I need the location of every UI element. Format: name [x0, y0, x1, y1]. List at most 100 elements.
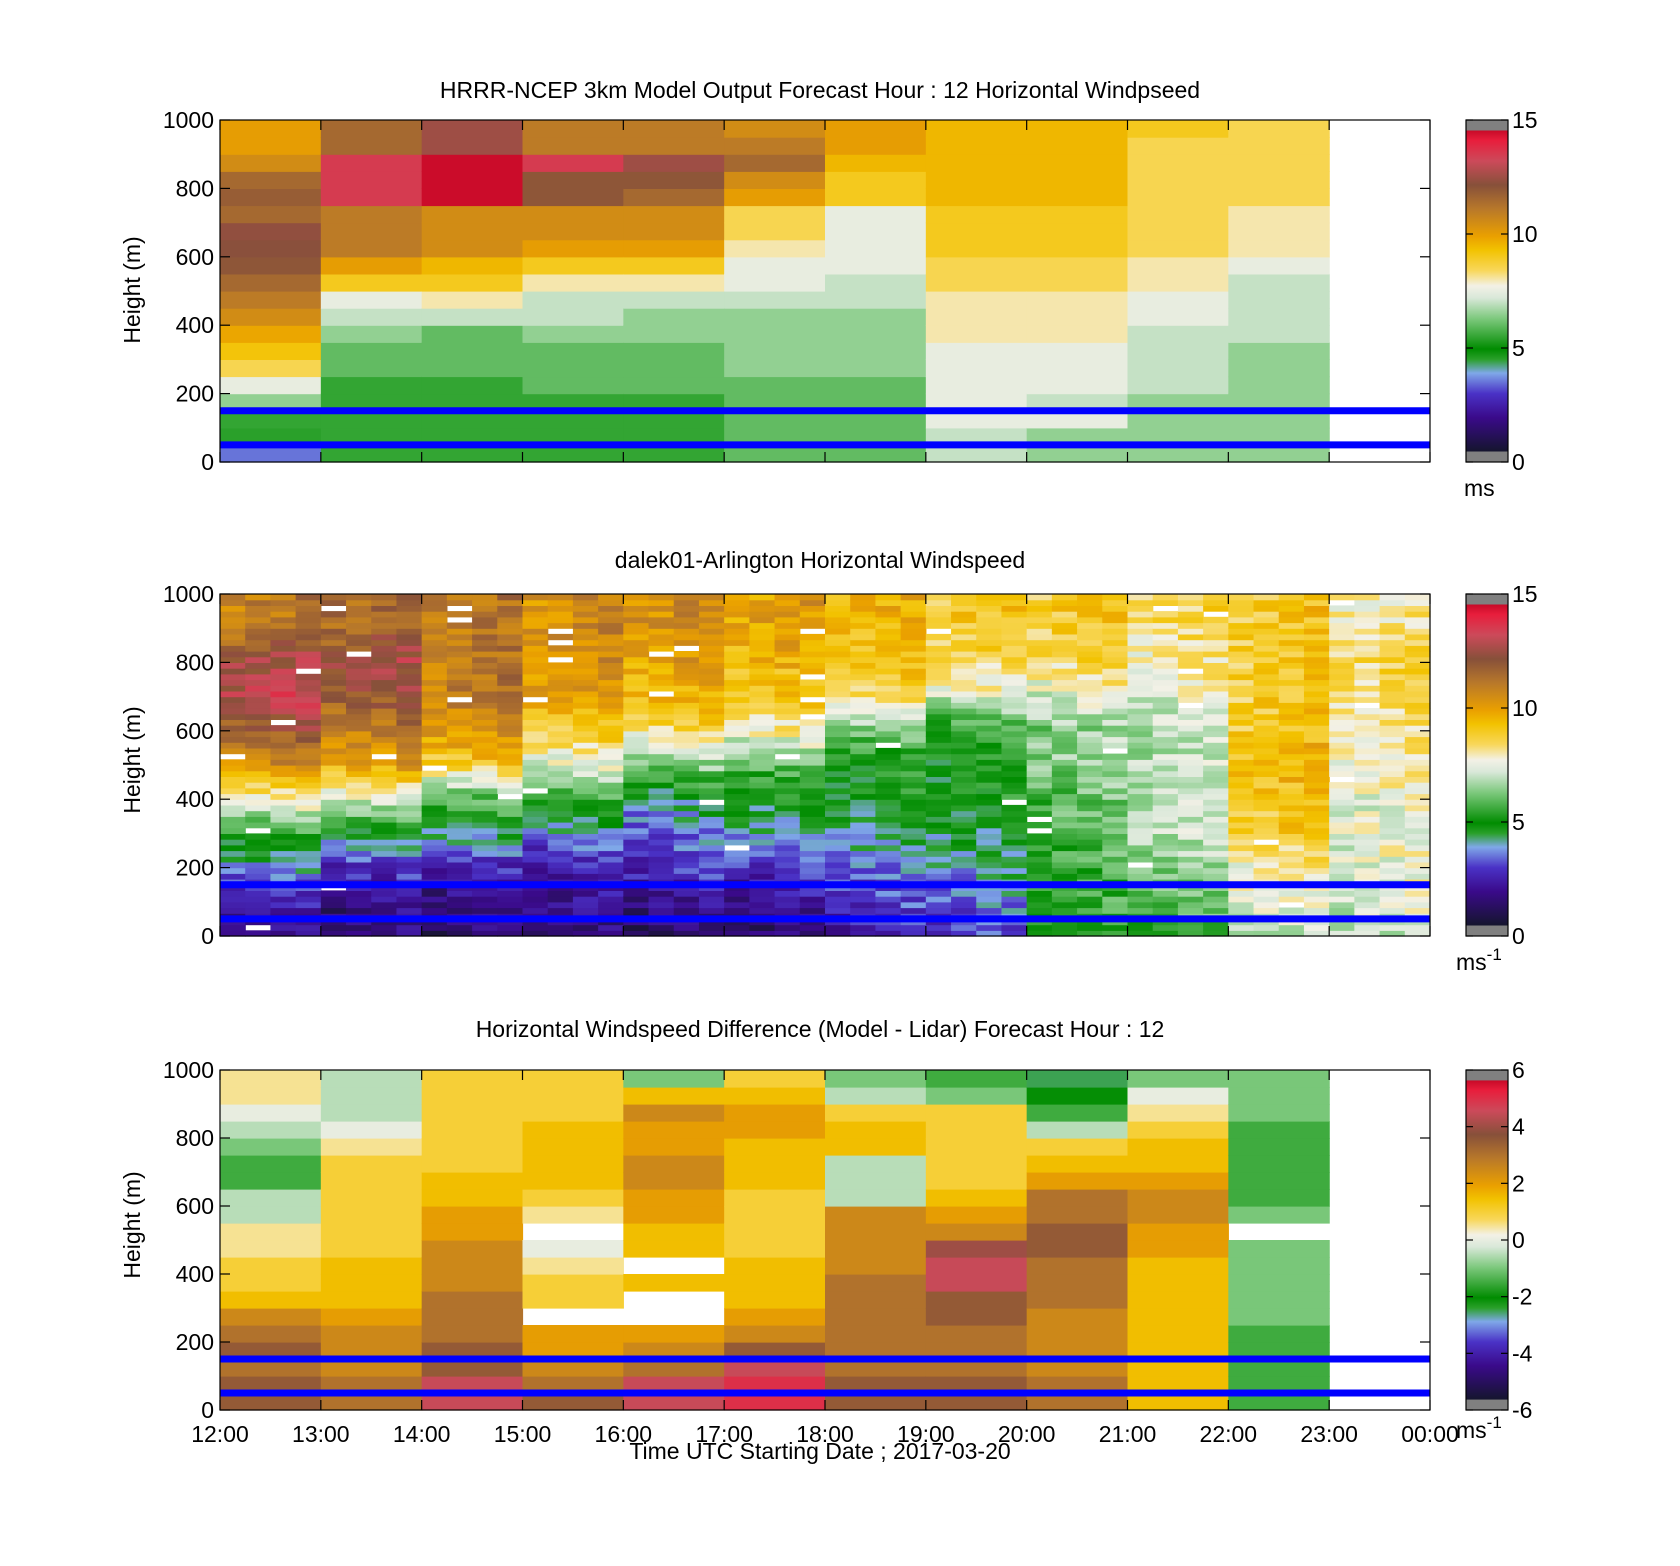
heatmap-cell — [446, 782, 473, 789]
heatmap-cell — [976, 924, 1003, 931]
heatmap-cell — [346, 742, 372, 749]
heatmap-cell — [925, 137, 1028, 155]
heatmap-cell — [825, 822, 851, 829]
heatmap-cell — [724, 1291, 826, 1309]
heatmap-cell — [825, 668, 851, 675]
heatmap-cell — [497, 896, 524, 903]
heatmap-cell — [1127, 907, 1154, 914]
heatmap-cell — [1177, 856, 1204, 863]
heatmap-cell — [1404, 622, 1431, 629]
heatmap-cell — [774, 765, 801, 772]
heatmap-cell — [1051, 924, 1078, 931]
heatmap-cell — [1253, 725, 1280, 732]
heatmap-cell — [1228, 291, 1330, 309]
heatmap-cell — [925, 605, 952, 612]
heatmap-cell — [1379, 839, 1406, 846]
heatmap-cell — [673, 702, 700, 709]
heatmap-cell — [522, 120, 624, 138]
heatmap-cell — [875, 901, 902, 909]
heatmap-cell — [320, 736, 347, 743]
heatmap-cell — [1051, 747, 1078, 755]
heatmap-cell — [320, 222, 423, 241]
heatmap-cell — [1228, 708, 1255, 715]
heatmap-cell — [875, 765, 902, 772]
heatmap-cell — [673, 850, 700, 857]
heatmap-cell — [446, 747, 473, 755]
heatmap-cell — [598, 708, 624, 715]
heatmap-cell — [951, 787, 977, 795]
heatmap-cell — [1026, 685, 1053, 692]
heatmap-cell — [925, 776, 952, 783]
heatmap-cell — [900, 930, 927, 937]
heatmap-cell — [220, 1121, 322, 1139]
heatmap-cell — [295, 924, 322, 931]
heatmap-cell — [295, 787, 322, 795]
heatmap-cell — [1379, 639, 1406, 646]
heatmap-cell — [1253, 890, 1280, 897]
heatmap-cell — [572, 622, 599, 629]
heatmap-cell — [547, 861, 574, 869]
heatmap-cell — [724, 273, 826, 292]
heatmap-cell — [825, 1172, 927, 1190]
heatmap-cell — [875, 804, 902, 812]
heatmap-cell — [925, 639, 952, 646]
heatmap-cell — [673, 896, 700, 903]
heatmap-cell — [396, 856, 423, 863]
heatmap-cell — [320, 342, 423, 360]
heatmap-cell — [1102, 685, 1129, 692]
heatmap-cell — [976, 736, 1003, 743]
heatmap-cell — [472, 873, 498, 880]
heatmap-cell — [1026, 742, 1053, 749]
heatmap-cell — [749, 645, 776, 652]
heatmap-cell — [320, 673, 347, 681]
heatmap-cell — [673, 861, 700, 869]
heatmap-cell — [522, 594, 549, 601]
heatmap-cell — [749, 719, 776, 726]
heatmap-cell — [1152, 622, 1179, 629]
heatmap-cell — [1303, 611, 1330, 618]
heatmap-cell — [1152, 725, 1179, 732]
colorbar-tick-label: 15 — [1512, 107, 1538, 133]
y-tick-label: 200 — [176, 855, 214, 881]
heatmap-cell — [421, 427, 524, 446]
heatmap-cell — [976, 907, 1003, 914]
heatmap-cell — [1177, 930, 1204, 937]
heatmap-cell — [572, 890, 599, 897]
heatmap-cell — [320, 622, 347, 629]
heatmap-cell — [1354, 599, 1381, 606]
heatmap-cell — [1379, 702, 1406, 709]
heatmap-cell — [825, 256, 927, 275]
heatmap-cell — [951, 782, 977, 789]
heatmap-cell — [976, 725, 1003, 732]
heatmap-cell — [522, 651, 549, 658]
heatmap-cell — [1253, 930, 1280, 937]
heatmap-cell — [1127, 850, 1154, 857]
heatmap-cell — [346, 702, 372, 709]
heatmap-cell — [900, 679, 927, 686]
heatmap-cell — [1278, 770, 1305, 777]
heatmap-cell — [446, 930, 473, 937]
heatmap-cell — [623, 747, 650, 755]
heatmap-cell — [925, 656, 952, 663]
heatmap-cell — [270, 867, 297, 874]
heatmap-cell — [1102, 861, 1129, 869]
heatmap-cell — [673, 690, 700, 698]
heatmap-cell — [220, 736, 246, 743]
heatmap-cell — [1001, 599, 1028, 606]
heatmap-cell — [220, 633, 246, 641]
heatmap-cell — [295, 628, 322, 635]
heatmap-cell — [497, 662, 524, 669]
heatmap-cell — [497, 861, 524, 869]
heatmap-cell — [825, 833, 851, 840]
heatmap-cell — [1026, 1325, 1129, 1343]
heatmap-cell — [1278, 639, 1305, 646]
heatmap-cell — [1026, 120, 1129, 138]
heatmap-cell — [1303, 776, 1330, 783]
heatmap-cell — [623, 222, 725, 241]
heatmap-cell — [270, 776, 297, 783]
heatmap-cell — [724, 787, 750, 795]
heatmap-cell — [648, 679, 675, 686]
heatmap-cell — [1026, 1189, 1129, 1207]
heatmap-cell — [1077, 776, 1103, 783]
heatmap-cell — [673, 708, 700, 715]
